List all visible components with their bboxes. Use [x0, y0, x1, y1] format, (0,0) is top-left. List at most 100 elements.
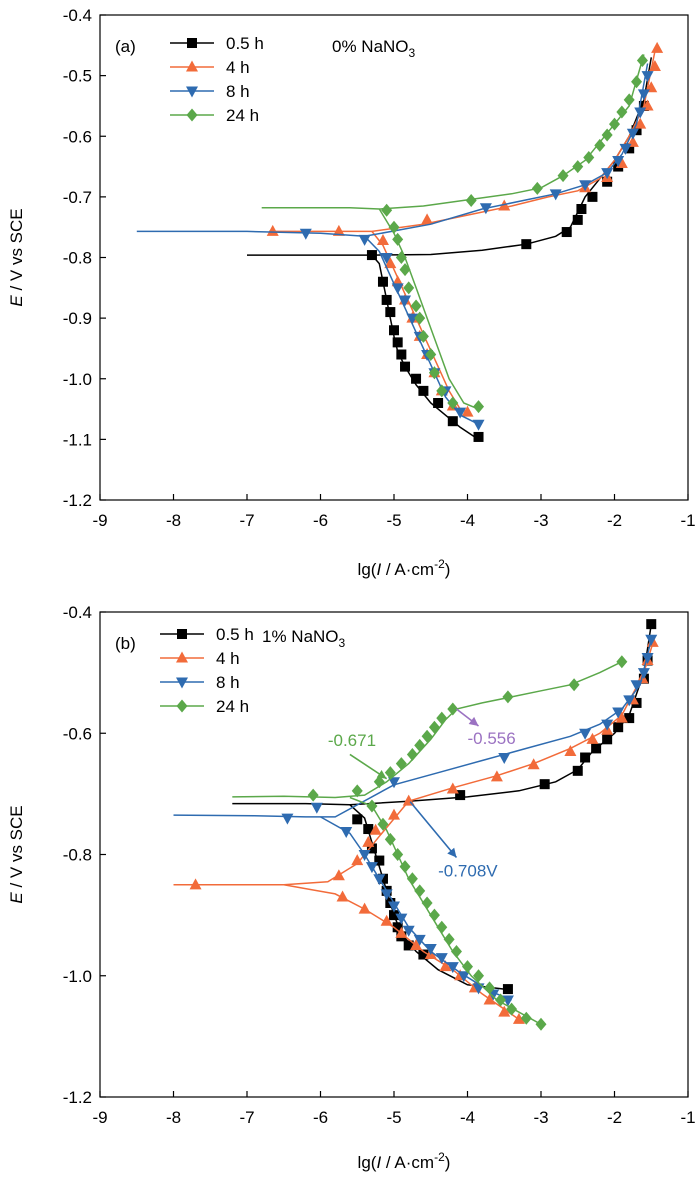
data-point — [512, 1012, 525, 1024]
data-point — [473, 400, 485, 414]
data-point — [549, 189, 562, 201]
legend-label: 24 h — [216, 697, 249, 716]
data-point — [634, 117, 647, 129]
data-point — [388, 901, 400, 913]
series-line-anodic — [173, 639, 653, 818]
data-point — [366, 843, 377, 854]
data-point — [624, 713, 635, 724]
data-point — [586, 732, 599, 744]
data-point — [502, 690, 514, 704]
x-tick-label: -4 — [460, 1108, 475, 1127]
y-axis-title: E / V vs SCE — [7, 208, 26, 306]
data-point — [414, 738, 426, 752]
data-point — [465, 194, 477, 208]
data-point — [447, 416, 458, 427]
series-line-anodic — [136, 63, 649, 238]
data-point — [385, 307, 396, 318]
data-point — [624, 143, 635, 154]
data-point — [443, 932, 455, 946]
y-tick-label: -0.4 — [63, 6, 92, 25]
legend-marker — [186, 108, 198, 122]
data-point — [612, 707, 625, 719]
data-point — [648, 60, 661, 72]
data-point — [399, 860, 411, 874]
data-point — [406, 313, 419, 325]
y-tick-label: -1.2 — [63, 491, 92, 510]
data-point — [479, 203, 492, 215]
annotation-arrowhead — [468, 716, 479, 726]
data-point — [388, 777, 400, 789]
data-point — [436, 384, 448, 398]
data-point — [561, 227, 572, 238]
data-point — [428, 908, 440, 922]
x-tick-label: -1 — [680, 511, 695, 530]
data-point — [472, 419, 485, 431]
data-point — [626, 128, 639, 140]
annotation-arrowhead — [376, 770, 387, 779]
data-point — [623, 695, 636, 707]
x-tick-label: -9 — [92, 1108, 107, 1127]
data-point — [384, 832, 396, 846]
data-point — [637, 89, 650, 101]
series-4h — [173, 635, 659, 1024]
legend-marker — [186, 86, 198, 98]
data-point — [417, 329, 429, 343]
x-axis-title: lg(I / A·cm-2) — [358, 1150, 451, 1172]
data-point — [374, 855, 385, 866]
series-24h — [261, 53, 648, 414]
y-tick-label: -0.5 — [63, 67, 92, 86]
data-point — [454, 407, 467, 419]
y-tick-label: -1.0 — [63, 967, 92, 986]
y-tick-label: -0.8 — [63, 846, 92, 865]
legend-marker — [176, 699, 188, 713]
x-axis-title: lg(I / A·cm-2) — [358, 557, 451, 579]
data-point — [583, 150, 595, 164]
data-point — [395, 913, 408, 925]
data-point — [399, 263, 411, 277]
data-point — [377, 873, 388, 884]
chart-panel-a: -9 -8 -7 -6 -5 -4 -3 -2 -1 -1.2 -1.1 -1.0 -0.9 -0.8 -0… — [7, 6, 696, 579]
data-point — [435, 953, 448, 965]
y-tick-label: -0.6 — [63, 724, 92, 743]
data-point — [439, 960, 452, 972]
series-line-anodic — [269, 51, 656, 233]
data-point — [421, 213, 434, 225]
data-point — [447, 396, 459, 410]
x-tick-label: -8 — [166, 1108, 181, 1127]
data-point — [462, 960, 473, 974]
data-point — [351, 854, 364, 866]
data-point — [266, 224, 279, 236]
legend-marker — [177, 629, 187, 639]
x-tick-label: -2 — [607, 1108, 622, 1127]
data-point — [299, 228, 312, 240]
data-point — [634, 107, 647, 119]
series-line-cathodic — [320, 816, 512, 1001]
y-tick-label: -1.0 — [63, 370, 92, 389]
data-point — [506, 1002, 518, 1016]
legend-marker — [187, 38, 197, 48]
data-point — [369, 823, 382, 835]
data-point — [395, 251, 407, 264]
data-point — [388, 220, 400, 234]
data-point — [572, 160, 584, 174]
series-4h — [266, 41, 664, 417]
y-tick-label: -0.7 — [63, 188, 92, 207]
legend-label: 24 h — [226, 106, 259, 125]
data-point — [358, 234, 371, 246]
data-point — [473, 969, 485, 983]
data-point — [576, 204, 587, 214]
legend-label: 4 h — [216, 649, 240, 668]
data-point — [461, 405, 474, 417]
data-point — [425, 348, 437, 361]
data-point — [358, 850, 371, 861]
data-point — [557, 169, 569, 183]
y-tick-label: -0.8 — [63, 249, 92, 268]
data-point — [377, 817, 389, 831]
x-tick-label: -8 — [166, 511, 181, 530]
series-line-cathodic — [283, 884, 520, 1021]
data-point — [580, 752, 591, 763]
data-point — [381, 203, 393, 217]
data-point — [579, 180, 592, 192]
data-point — [406, 747, 418, 761]
data-point — [403, 940, 414, 951]
